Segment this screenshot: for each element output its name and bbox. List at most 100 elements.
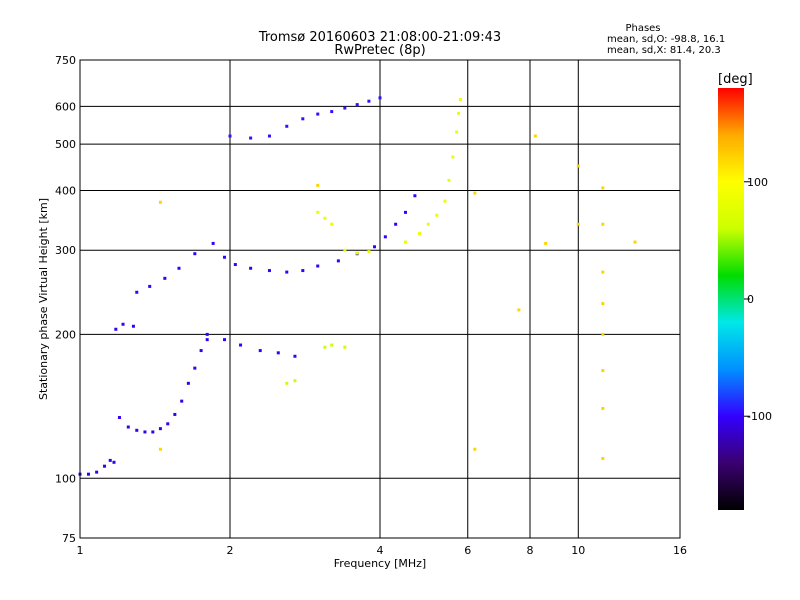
data-point [343, 106, 347, 110]
y-tick-label: 200 [55, 328, 76, 341]
x-tick-label: 6 [464, 544, 471, 557]
data-point [148, 284, 152, 288]
data-point [293, 354, 297, 358]
data-point [403, 240, 407, 244]
y-tick-label: 75 [62, 532, 76, 545]
data-point [367, 99, 371, 103]
data-point [205, 332, 209, 336]
data-point [151, 430, 155, 434]
data-point [330, 222, 334, 226]
data-point [267, 134, 271, 138]
data-point [601, 406, 605, 410]
data-point [378, 96, 382, 100]
data-point [126, 425, 130, 429]
data-point [293, 379, 297, 383]
data-point [383, 235, 387, 239]
data-point [601, 302, 605, 306]
data-point [601, 369, 605, 373]
y-tick-label: 300 [55, 244, 76, 257]
data-point [173, 412, 177, 416]
x-axis-label: Frequency [MHz] [334, 557, 426, 570]
data-point [158, 200, 162, 204]
data-point [193, 252, 197, 256]
data-point [180, 399, 184, 403]
chart-title: Tromsø 20160603 21:08:00-21:09:43 [258, 30, 501, 45]
data-point [403, 210, 407, 214]
data-point [316, 210, 320, 214]
data-point [143, 430, 147, 434]
x-tick-label: 16 [673, 544, 687, 557]
x-tick-label: 10 [571, 544, 585, 557]
data-point [455, 130, 459, 134]
data-point [473, 447, 477, 451]
data-point [394, 222, 398, 226]
data-point [355, 251, 359, 255]
data-point [443, 199, 447, 203]
colorbar-tick-label: -100 [747, 410, 772, 423]
data-point [323, 345, 327, 349]
data-point [276, 351, 280, 355]
data-point [323, 216, 327, 220]
colorbar-tick-label: 100 [747, 176, 768, 189]
data-point [413, 194, 417, 198]
data-point [193, 366, 197, 370]
data-point [301, 117, 305, 121]
y-tick-label: 400 [55, 184, 76, 197]
data-point [86, 472, 90, 476]
data-point [316, 112, 320, 116]
data-point [135, 290, 139, 294]
data-point [177, 266, 181, 270]
x-tick-labels: 1 2 4 6 8 10 16 [77, 544, 688, 557]
data-point [239, 343, 243, 347]
data-point [330, 110, 334, 114]
data-point [158, 447, 162, 451]
stats-o: mean, sd,O: -98.8, 16.1 [607, 34, 725, 45]
y-tick-label: 100 [55, 472, 76, 485]
x-tick-label: 4 [377, 544, 384, 557]
data-point [114, 327, 118, 331]
data-point [223, 338, 227, 342]
colorbar-label: [deg] [718, 72, 753, 87]
data-point [355, 103, 359, 107]
data-point [117, 416, 121, 420]
colorbar-ticks: 100 0 -100 [744, 176, 772, 423]
data-point [533, 134, 537, 138]
data-point [417, 232, 421, 236]
y-tick-label: 750 [55, 54, 76, 67]
data-point [228, 134, 232, 138]
data-point [249, 266, 253, 270]
data-point [95, 470, 99, 474]
data-point [601, 270, 605, 274]
data-point [336, 259, 340, 263]
data-point [343, 248, 347, 252]
y-tick-labels: 75 100 200 300 400 500 600 750 [55, 54, 76, 545]
colorbar [718, 88, 744, 510]
x-tick-label: 8 [527, 544, 534, 557]
data-point [285, 381, 289, 385]
stats-title: Phases [625, 23, 660, 34]
data-point [457, 111, 461, 115]
data-point [517, 308, 521, 312]
y-tick-label: 500 [55, 138, 76, 151]
data-point [473, 191, 477, 195]
data-point [576, 164, 580, 168]
data-point [601, 332, 605, 336]
grid-lines [80, 60, 680, 538]
data-point [211, 241, 215, 245]
x-tick-label: 2 [227, 544, 234, 557]
data-point [108, 458, 112, 462]
data-point [112, 460, 116, 464]
data-point [373, 245, 377, 249]
stats-x: mean, sd,X: 81.4, 20.3 [607, 45, 721, 56]
data-point [601, 186, 605, 190]
data-point [135, 428, 139, 432]
data-point [131, 324, 135, 328]
data-point [103, 464, 107, 468]
data-point [544, 241, 548, 245]
data-point [633, 240, 637, 244]
data-point [367, 250, 371, 254]
data-point [576, 222, 580, 226]
data-point [458, 98, 462, 102]
data-point [447, 178, 451, 182]
